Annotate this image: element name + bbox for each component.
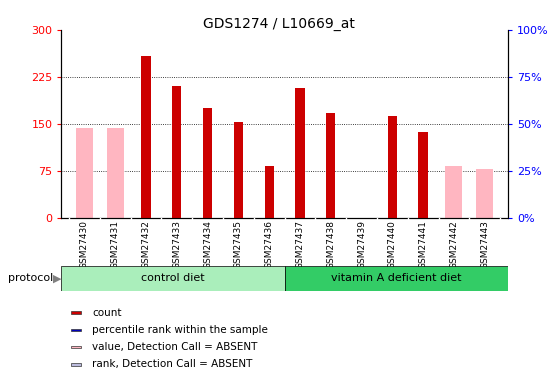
Text: GSM27430: GSM27430 <box>80 220 89 269</box>
Text: rank, Detection Call = ABSENT: rank, Detection Call = ABSENT <box>92 359 253 369</box>
Bar <box>61 266 285 291</box>
Bar <box>71 363 81 366</box>
Text: GDS1274 / L10669_at: GDS1274 / L10669_at <box>203 17 355 31</box>
Text: value, Detection Call = ABSENT: value, Detection Call = ABSENT <box>92 342 258 352</box>
Text: GSM27435: GSM27435 <box>234 220 243 269</box>
Text: ▶: ▶ <box>53 273 62 283</box>
Text: GSM27438: GSM27438 <box>326 220 335 269</box>
Text: vitamin A deficient diet: vitamin A deficient diet <box>331 273 461 284</box>
Bar <box>172 86 181 218</box>
Text: GSM27441: GSM27441 <box>418 220 427 269</box>
Text: GSM27436: GSM27436 <box>264 220 273 269</box>
Bar <box>107 128 124 217</box>
Bar <box>71 311 81 314</box>
Text: percentile rank within the sample: percentile rank within the sample <box>92 325 268 335</box>
Bar <box>141 56 151 217</box>
Text: GSM27439: GSM27439 <box>357 220 366 269</box>
Bar <box>476 169 493 217</box>
Text: GSM27433: GSM27433 <box>172 220 181 269</box>
Bar <box>285 266 508 291</box>
Text: GSM27437: GSM27437 <box>296 220 305 269</box>
Bar <box>71 328 81 332</box>
Bar <box>418 132 428 218</box>
Bar <box>445 166 463 218</box>
Text: control diet: control diet <box>141 273 205 284</box>
Text: GSM27434: GSM27434 <box>203 220 212 269</box>
Bar <box>203 108 212 218</box>
Text: protocol: protocol <box>8 273 54 283</box>
Text: GSM27440: GSM27440 <box>388 220 397 269</box>
Bar <box>326 112 335 218</box>
Bar <box>264 166 274 218</box>
Text: GSM27442: GSM27442 <box>449 220 459 268</box>
Text: count: count <box>92 308 122 318</box>
Text: GSM27432: GSM27432 <box>142 220 151 269</box>
Text: GSM27431: GSM27431 <box>110 220 120 269</box>
Text: GSM27443: GSM27443 <box>480 220 489 269</box>
Bar <box>234 122 243 218</box>
Bar <box>388 116 397 218</box>
Bar <box>71 346 81 348</box>
Bar <box>76 128 93 218</box>
Bar <box>295 87 305 218</box>
